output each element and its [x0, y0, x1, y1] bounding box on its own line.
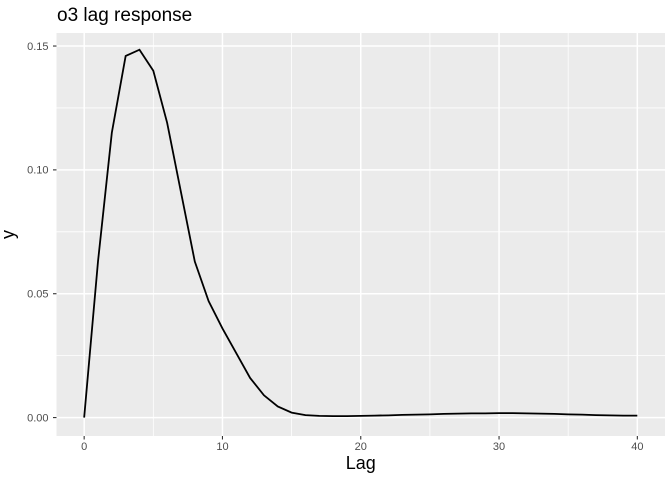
x-axis-title: Lag [346, 453, 376, 473]
chart-title: o3 lag response [57, 5, 192, 26]
y-tick-label: 0.00 [27, 412, 48, 424]
major-gridlines [56, 33, 665, 436]
y-tick-label: 0.10 [27, 165, 48, 177]
x-tick-label: 40 [631, 441, 643, 453]
axis-tick-labels: 0 10 20 30 40 0.00 0.05 0.10 0.15 [27, 41, 643, 453]
x-tick-label: 0 [81, 441, 87, 453]
x-tick-label: 30 [493, 441, 505, 453]
y-tick-label: 0.15 [27, 41, 48, 53]
y-tick-label: 0.05 [27, 289, 48, 301]
x-tick-label: 20 [355, 441, 367, 453]
y-axis-title: y [0, 230, 18, 239]
x-tick-label: 10 [216, 441, 228, 453]
lag-response-line [83, 48, 638, 418]
axis-tick-marks [53, 45, 638, 440]
